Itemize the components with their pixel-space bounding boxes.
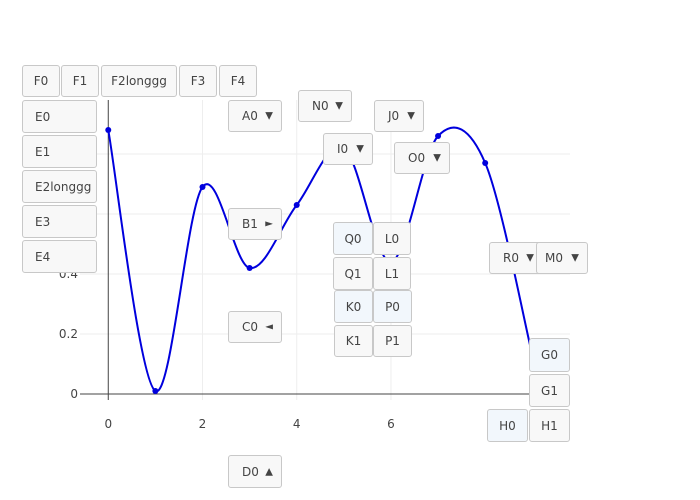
dropdown-arrow-icon: ▲ [265,466,273,477]
x-tick-label: 0 [104,417,112,431]
dropdown-label: I0 [337,142,349,156]
button-e1[interactable]: E1 [22,135,97,168]
dropdown-j0[interactable]: J0 ▼ [374,100,424,132]
button-p0[interactable]: P0 [373,290,412,323]
dropdown-r0[interactable]: R0 ▼ [489,242,543,274]
button-label: L0 [384,231,400,246]
dropdown-arrow-icon: ◄ [265,321,273,333]
data-point [435,133,442,139]
series-points [105,127,536,394]
data-point [199,184,206,190]
button-label: E3 [35,214,51,229]
button-label: F0 [33,74,49,88]
button-k1[interactable]: K1 [334,325,373,357]
dropdown-label: C0 [242,320,259,334]
dropdown-i0[interactable]: I0 ▼ [323,133,373,165]
dropdown-arrow-icon: ▼ [356,143,364,155]
y-tick-label: 0 [70,387,78,401]
dropdown-c0[interactable]: C0 ◄ [228,311,282,343]
dropdown-arrow-icon: ▼ [526,252,534,264]
data-point [482,160,489,166]
button-label: F4 [230,74,246,88]
dropdown-arrow-icon: ▼ [571,252,579,264]
button-label: P0 [385,299,400,314]
dropdown-arrow-icon: ▼ [433,152,441,164]
button-label: H0 [499,418,516,433]
dropdown-n0[interactable]: N0 ▼ [298,90,352,122]
dropdown-label: A0 [242,109,258,123]
dropdown-a0[interactable]: A0 ▼ [228,100,282,132]
button-label: F1 [72,74,88,88]
button-label: P1 [385,334,400,348]
button-l1[interactable]: L1 [373,257,411,290]
button-label: K1 [345,334,362,348]
button-label: E0 [35,109,51,124]
button-label: Q1 [344,266,362,281]
button-label: E2longgg [35,179,92,194]
button-g0[interactable]: G0 [529,338,570,372]
button-e0[interactable]: E0 [22,100,97,133]
dropdown-label: M0 [545,251,563,265]
dropdown-m0[interactable]: M0 ▼ [536,242,588,274]
dropdown-arrow-icon: ► [265,218,273,230]
button-f3[interactable]: F3 [179,65,217,97]
button-label: G1 [541,383,558,398]
series-line [107,126,534,393]
button-l0[interactable]: L0 [373,222,411,255]
x-tick-label: 6 [387,417,395,431]
dropdown-label: B1 [242,217,258,231]
button-label: E1 [35,144,51,159]
data-point [293,202,300,208]
button-label: G0 [541,348,558,362]
dropdown-label: R0 [503,251,519,265]
button-label: F3 [190,74,206,88]
button-f1[interactable]: F1 [61,65,99,97]
y-tick-label: 0.2 [59,327,78,341]
button-label: E4 [35,249,51,264]
data-point [246,265,253,271]
button-q1[interactable]: Q1 [333,257,373,290]
x-tick-label: 4 [293,417,301,431]
button-f0[interactable]: F0 [22,65,60,97]
dropdown-arrow-icon: ▼ [407,110,415,122]
dropdown-d0[interactable]: D0 ▲ [228,455,282,488]
button-label: H1 [541,418,558,433]
button-label: L1 [384,266,400,281]
x-tick-label: 2 [199,417,207,431]
data-point [105,127,112,133]
dropdown-label: O0 [408,151,426,165]
button-p1[interactable]: P1 [373,325,412,357]
button-label: F2longgg [111,74,167,88]
chart-axes [80,100,570,400]
button-k0[interactable]: K0 [334,290,373,323]
button-e4[interactable]: E4 [22,240,97,273]
data-point [152,388,159,394]
button-f4[interactable]: F4 [219,65,257,97]
button-label: K0 [345,299,362,314]
dropdown-arrow-icon: ▼ [335,100,343,112]
button-e2[interactable]: E2longgg [22,170,97,203]
button-h0[interactable]: H0 [487,409,528,442]
button-h1[interactable]: H1 [529,409,570,442]
dropdown-arrow-icon: ▼ [265,110,273,122]
button-e3[interactable]: E3 [22,205,97,238]
dropdown-b1[interactable]: B1 ► [228,208,282,240]
button-label: Q0 [344,231,362,246]
dropdown-label: D0 [242,464,259,479]
button-q0[interactable]: Q0 [333,222,373,255]
dropdown-label: J0 [388,109,400,123]
dropdown-o0[interactable]: O0 ▼ [394,142,450,174]
dropdown-label: N0 [312,99,329,113]
button-f2[interactable]: F2longgg [101,65,177,97]
button-g1[interactable]: G1 [529,374,570,407]
